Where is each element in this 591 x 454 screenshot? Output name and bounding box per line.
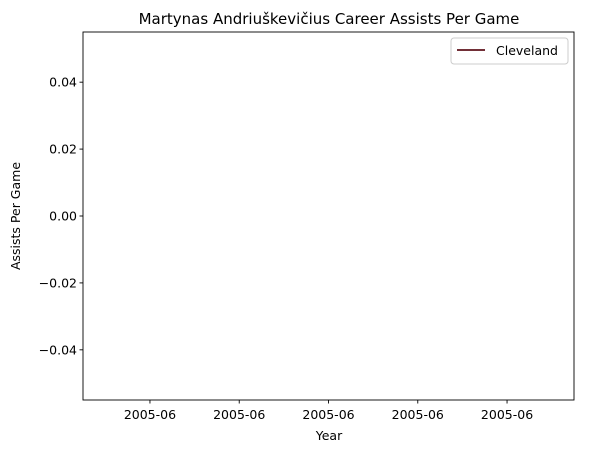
x-tick-label: 2005-06: [481, 407, 533, 422]
x-tick-label: 2005-06: [124, 407, 176, 422]
y-tick-label: −0.04: [39, 342, 77, 357]
legend-box: [450, 37, 569, 65]
y-tick-label: 0.04: [49, 75, 77, 90]
x-tick-label: 2005-06: [213, 407, 265, 422]
y-tick-label: 0.00: [49, 209, 77, 224]
y-tick-label: 0.02: [49, 142, 77, 157]
legend: Cleveland: [450, 37, 569, 65]
legend-label: Cleveland: [496, 43, 558, 58]
plot-frame: [82, 31, 575, 401]
y-axis: 0.04 0.02 0.00 −0.02 −0.04: [39, 75, 83, 357]
x-axis: 2005-06 2005-06 2005-06 2005-06 2005-06: [124, 400, 533, 422]
x-tick-label: 2005-06: [392, 407, 444, 422]
x-axis-label: Year: [315, 428, 343, 443]
chart-title: Martynas Andriuškevičius Career Assists …: [139, 10, 520, 28]
x-tick-label: 2005-06: [302, 407, 354, 422]
y-axis-label: Assists Per Game: [8, 162, 23, 270]
y-tick-label: −0.02: [39, 275, 77, 290]
